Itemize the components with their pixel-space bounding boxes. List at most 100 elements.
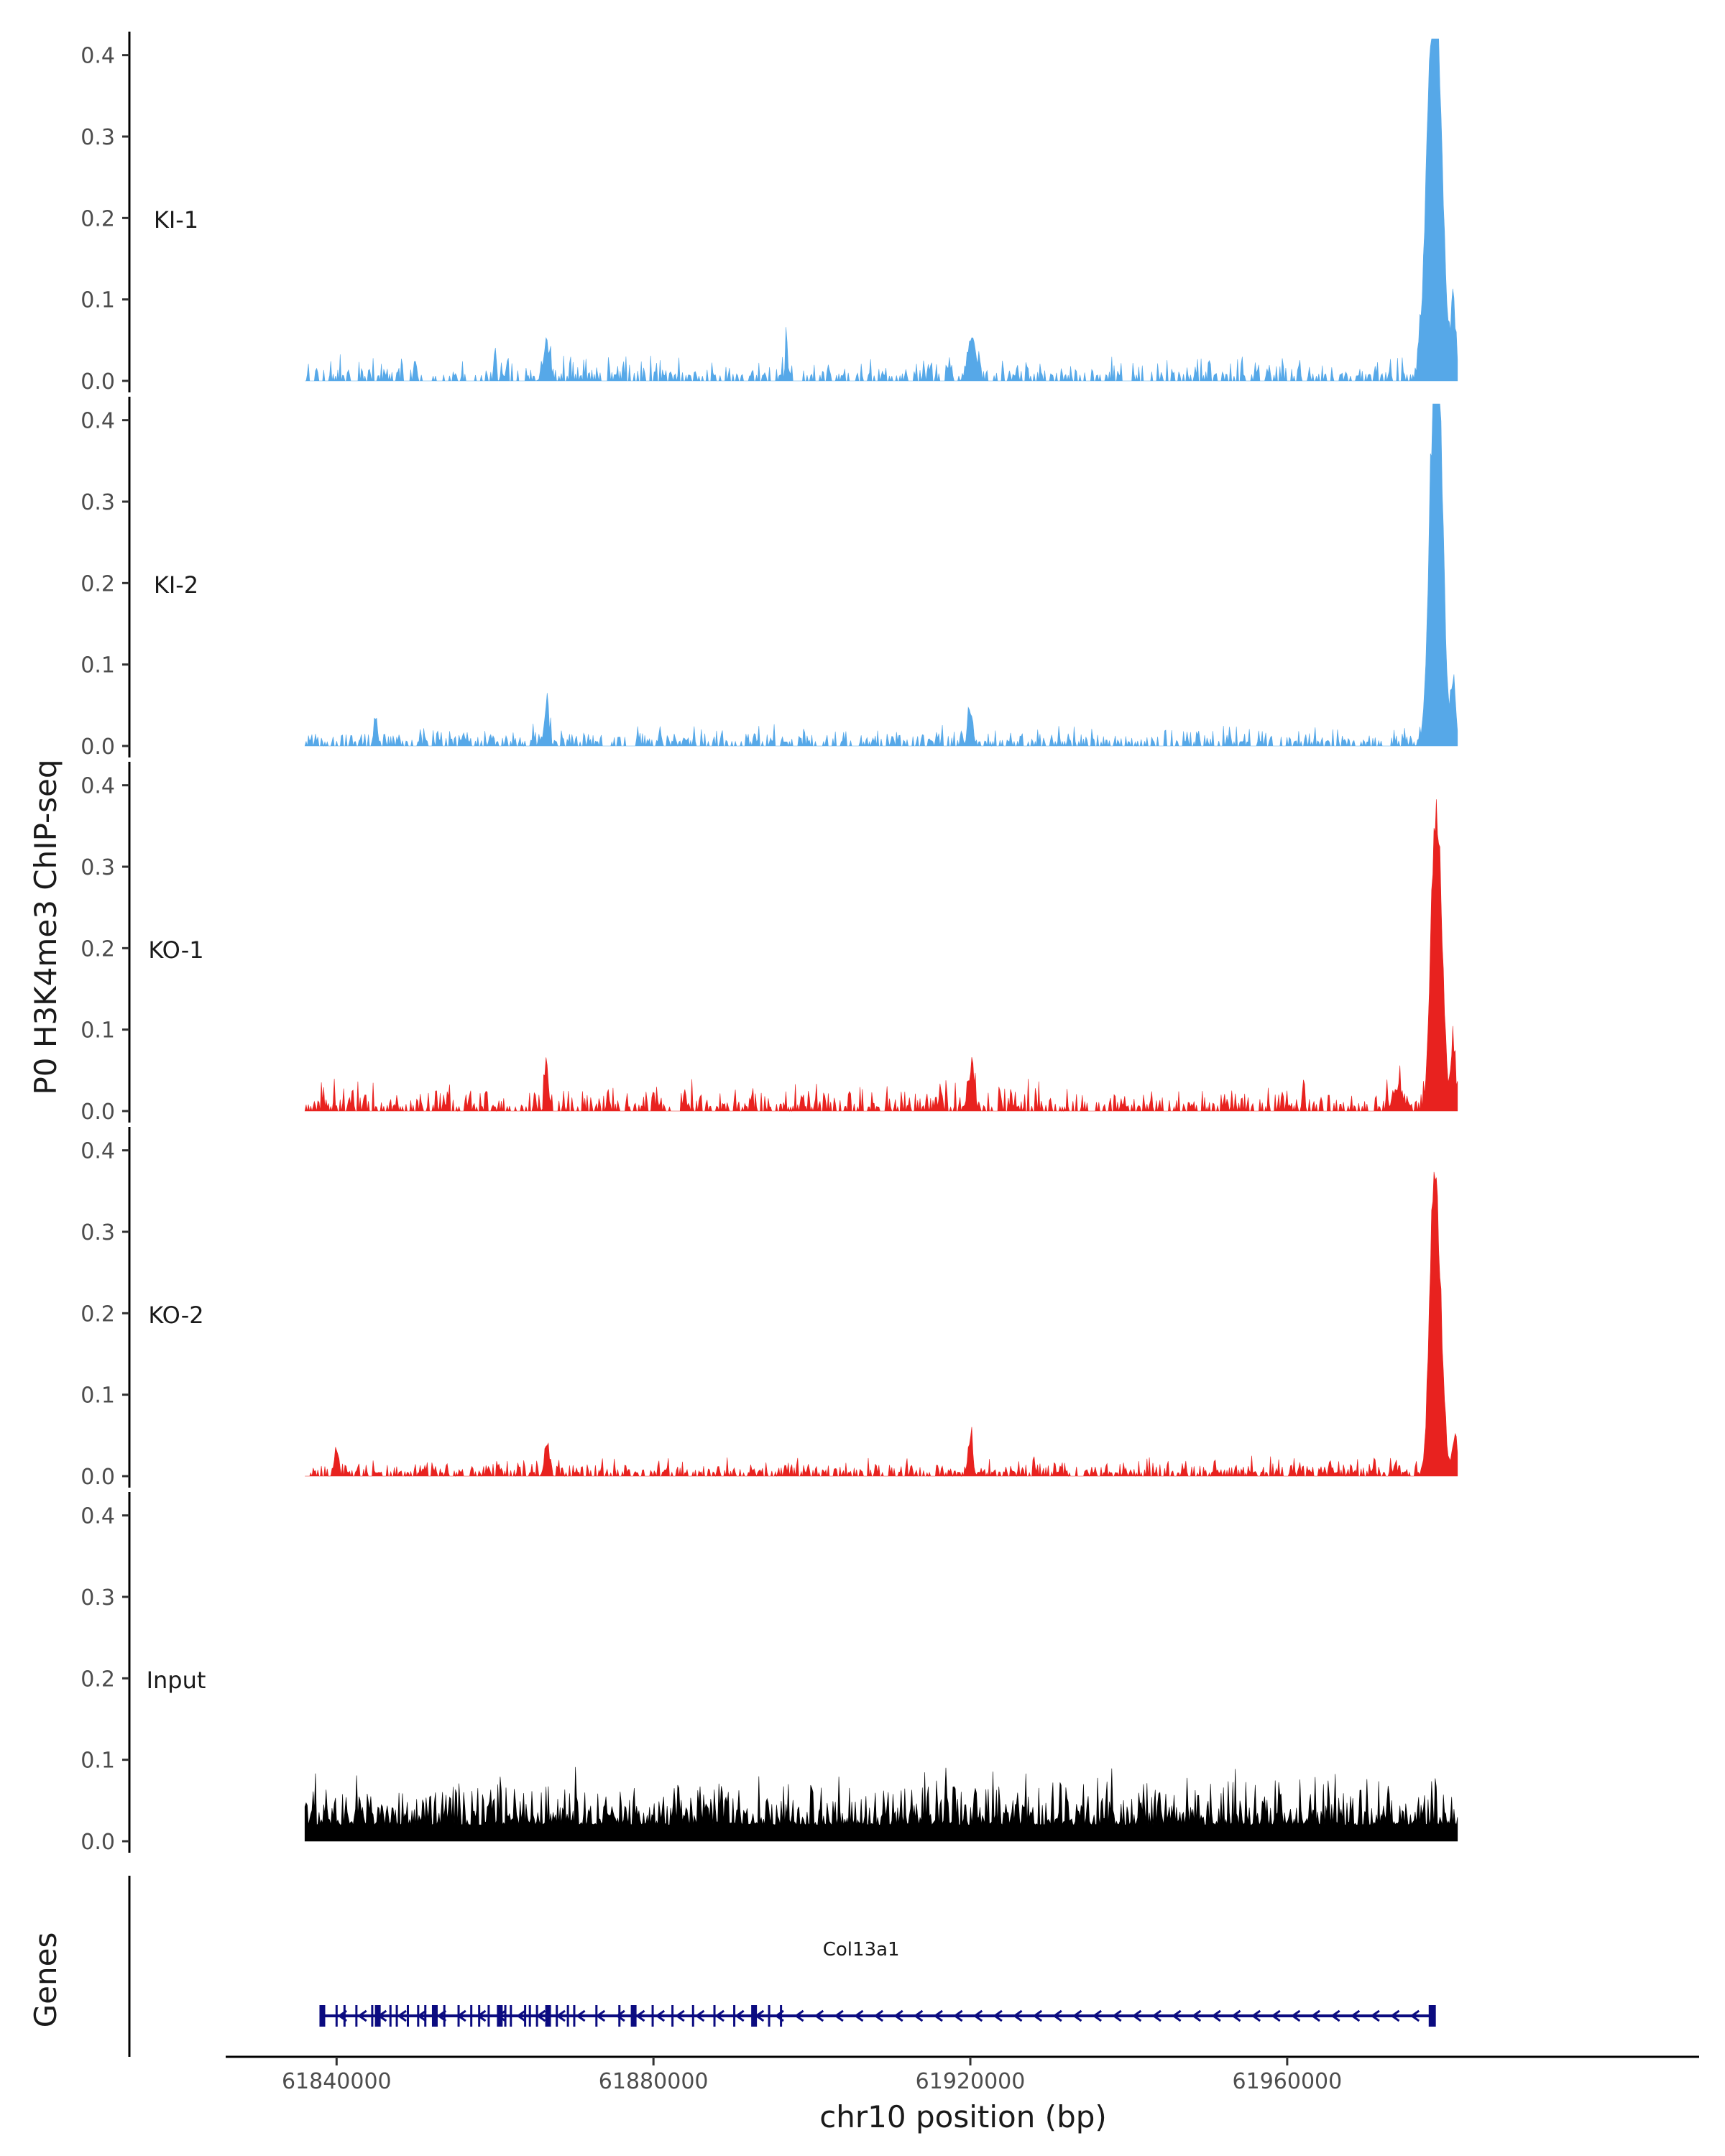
strand-arrow [397, 2009, 407, 2022]
strand-arrow [1271, 2009, 1281, 2022]
exon [504, 2005, 507, 2027]
strand-arrow [635, 2009, 645, 2022]
exon [595, 2005, 598, 2027]
exon [389, 2005, 392, 2027]
exon [545, 2005, 551, 2027]
track-label: KI-2 [154, 571, 198, 599]
track-ko-2: 0.0 0.1 0.2 0.3 0.4 KO-2 [80, 1127, 1458, 1490]
strand-arrow [1072, 2009, 1082, 2022]
y-tick-label: 0.1 [80, 1018, 115, 1044]
exon [323, 2005, 326, 2027]
strand-arrow [1290, 2009, 1301, 2022]
exon [417, 2005, 420, 2027]
strand-arrow [1012, 2009, 1023, 2022]
exon [395, 2005, 398, 2027]
exon [374, 2005, 381, 2027]
exon [733, 2005, 736, 2027]
y-tick-label: 0.3 [80, 125, 115, 150]
exon [497, 2005, 503, 2027]
strand-arrow [1370, 2009, 1380, 2022]
y-tick-label: 0.3 [80, 1585, 115, 1611]
exon [424, 2005, 427, 2027]
y-tick-label: 0.2 [80, 206, 115, 231]
gene-name-label: Col13a1 [823, 1939, 900, 1961]
exon [510, 2005, 512, 2027]
strand-arrow [576, 2009, 586, 2022]
exon [573, 2005, 576, 2027]
strand-arrow [655, 2009, 666, 2022]
strand-arrow [794, 2009, 804, 2022]
exon [355, 2005, 358, 2027]
strand-arrow [1310, 2009, 1320, 2022]
signal-area-input [304, 1766, 1458, 1842]
strand-arrow [1172, 2009, 1182, 2022]
exon [691, 2005, 694, 2027]
track-label: Input [147, 1667, 206, 1694]
y-tick-label: 0.2 [80, 1302, 115, 1327]
y-tick-label: 0.3 [80, 490, 115, 515]
exon [457, 2005, 460, 2027]
strand-arrow [853, 2009, 864, 2022]
y-tick-label: 0.4 [80, 774, 115, 799]
strand-arrow [1350, 2009, 1361, 2022]
exon [443, 2005, 446, 2027]
strand-arrow [675, 2009, 685, 2022]
signal-area-ki-2 [304, 403, 1458, 747]
strand-arrow [873, 2009, 884, 2022]
strand-arrow [972, 2009, 983, 2022]
signal-area-ko-1 [304, 799, 1458, 1112]
strand-arrow [1191, 2009, 1202, 2022]
strand-arrow [953, 2009, 963, 2022]
exon [535, 2005, 538, 2027]
exon [671, 2005, 674, 2027]
y-tick-label: 0.4 [80, 1139, 115, 1164]
strand-arrow [1251, 2009, 1261, 2022]
exon [556, 2005, 558, 2027]
exon [768, 2005, 770, 2027]
y-tick-label: 0.2 [80, 1667, 115, 1692]
y-tick-label: 0.1 [80, 288, 115, 313]
y-tick-label: 0.3 [80, 1220, 115, 1245]
exon [651, 2005, 654, 2027]
y-axis-title: P0 H3K4me3 ChIP-seq [28, 759, 63, 1095]
gene-track: Col13a1 [128, 1876, 1436, 2057]
strand-arrow [1112, 2009, 1122, 2022]
strand-arrow [1092, 2009, 1102, 2022]
strand-arrow [694, 2009, 705, 2022]
exon [319, 2005, 326, 2027]
exon [470, 2005, 473, 2027]
exon [487, 2005, 490, 2027]
exon [1430, 2005, 1436, 2027]
strand-arrow [714, 2009, 724, 2022]
x-tick-label: 61880000 [599, 2069, 709, 2094]
strand-arrow [933, 2009, 943, 2022]
track-ko-1: 0.0 0.1 0.2 0.3 0.4 KO-1 [80, 762, 1458, 1125]
strand-arrow [1330, 2009, 1340, 2022]
strand-arrow [913, 2009, 924, 2022]
exon [630, 2005, 637, 2027]
strand-arrow [1032, 2009, 1043, 2022]
signal-area-ko-2 [305, 1171, 1458, 1478]
strand-arrow [993, 2009, 1003, 2022]
track-label: KO-1 [148, 936, 203, 964]
y-tick-label: 0.4 [80, 1504, 115, 1529]
exon [566, 2005, 569, 2027]
y-tick-label: 0.1 [80, 1749, 115, 1774]
exon [751, 2005, 758, 2027]
track-label: KO-2 [148, 1302, 203, 1329]
exon [406, 2005, 409, 2027]
exon [343, 2005, 346, 2027]
strand-arrow [1131, 2009, 1142, 2022]
exon [1428, 2005, 1431, 2027]
y-tick-label: 0.4 [80, 44, 115, 69]
exon [524, 2005, 527, 2027]
track-ki-1: 0.0 0.1 0.2 0.3 0.4 KI-1 [80, 32, 1458, 395]
x-tick-label: 61920000 [916, 2069, 1026, 2094]
genes-axis-title: Genes [28, 1932, 63, 2028]
y-tick-label: 0.1 [80, 1383, 115, 1409]
strand-arrow [814, 2009, 824, 2022]
exon [431, 2005, 438, 2027]
exon [618, 2005, 621, 2027]
y-tick-label: 0.0 [80, 369, 115, 395]
